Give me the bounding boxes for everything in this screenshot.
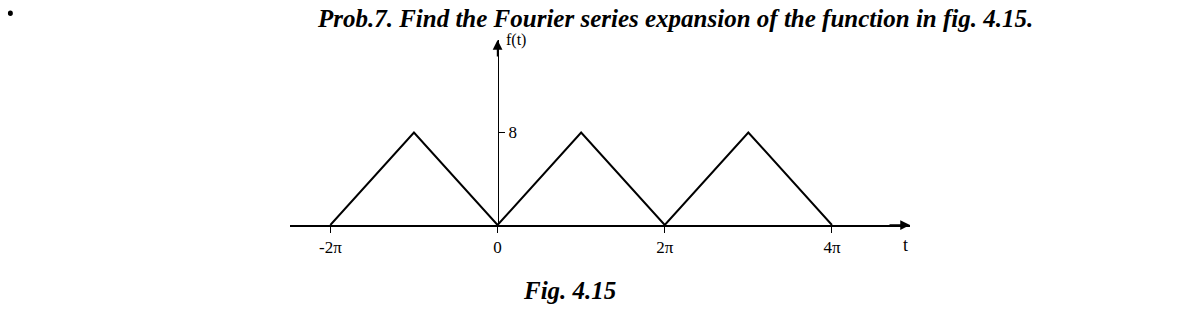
- svg-text:4π: 4π: [823, 238, 841, 257]
- svg-text:8: 8: [508, 123, 516, 142]
- svg-text:0: 0: [493, 238, 502, 257]
- svg-text:f(t): f(t): [506, 31, 526, 49]
- svg-text:t: t: [903, 235, 908, 255]
- svg-text:2π: 2π: [656, 238, 674, 257]
- svg-text:Fig. 4.15: Fig. 4.15: [523, 277, 616, 304]
- svg-text:Prob.7. Find the Fourier serie: Prob.7. Find the Fourier series expansio…: [317, 5, 1033, 32]
- svg-text:-2π: -2π: [319, 238, 342, 257]
